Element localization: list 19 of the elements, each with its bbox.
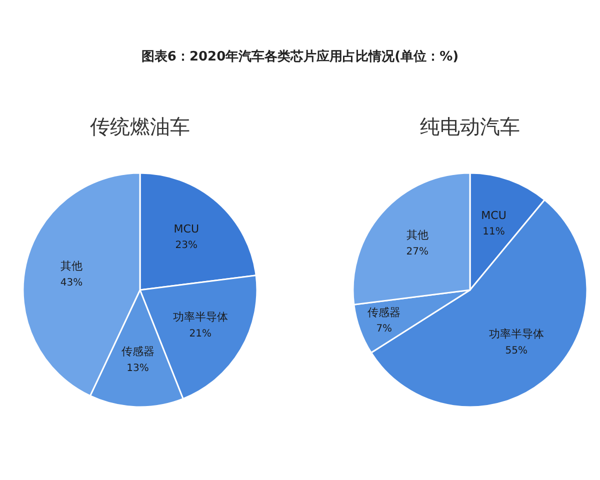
slice-label: 传感器 [368,306,401,319]
slice-label: MCU [174,222,200,236]
data-label: 7% [376,324,392,335]
data-label: 43% [60,277,83,288]
data-label: 11% [482,226,505,238]
slice-label: 其他 [406,228,428,242]
data-label: 27% [406,246,428,258]
data-label: 13% [126,362,149,374]
slice-label: 功率半导体 [172,310,228,324]
chart-title: 传统燃油车 [90,114,190,138]
data-label: 23% [175,240,198,252]
slice-label: 其他 [60,260,82,273]
text: 图表6：2020年汽车各类芯片应用占比情况(单位：%) [141,48,459,65]
data-label: 21% [189,328,212,340]
data-label: 55% [505,345,528,356]
slice-label: 功率半导体 [488,328,544,341]
slice-label: 传感器 [121,345,154,358]
slice-label: MCU [481,208,506,222]
chart-title: 纯电动汽车 [420,114,520,138]
